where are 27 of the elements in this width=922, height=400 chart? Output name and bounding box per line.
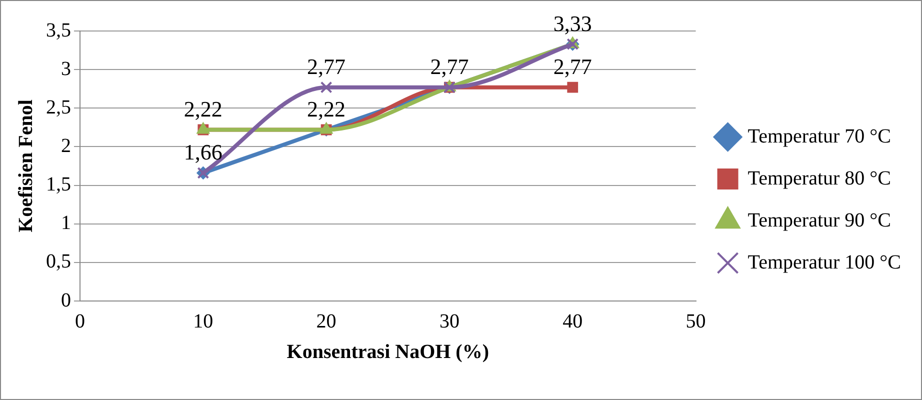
data-label: 2,22 bbox=[307, 96, 346, 122]
x-tick-label: 30 bbox=[439, 310, 460, 332]
legend-label: Temperatur 70 °C bbox=[748, 125, 892, 148]
y-axis-title: Koefisien Fenol bbox=[15, 99, 38, 232]
data-label: 2,77 bbox=[430, 54, 469, 80]
data-label: 2,77 bbox=[307, 54, 346, 80]
y-tick-label: 1,5 bbox=[46, 174, 71, 196]
x-tick-label: 50 bbox=[686, 310, 706, 332]
y-tick-label: 3 bbox=[61, 58, 71, 80]
data-label: 1,66 bbox=[184, 140, 222, 165]
legend-label: Temperatur 100 °C bbox=[748, 251, 902, 274]
x-tick-label: 40 bbox=[562, 310, 583, 332]
x-tick-label: 0 bbox=[75, 310, 85, 332]
y-tick-label: 3,5 bbox=[46, 19, 71, 42]
y-tick-label: 2,5 bbox=[46, 96, 71, 118]
data-label: 2,22 bbox=[184, 96, 222, 122]
y-tick-label: 0,5 bbox=[46, 250, 71, 273]
legend-label: Temperatur 80 °C bbox=[748, 167, 892, 190]
y-tick-label: 1 bbox=[61, 212, 71, 234]
y-tick-label: 2 bbox=[61, 134, 71, 157]
legend-label: Temperatur 90 °C bbox=[748, 209, 892, 232]
data-label: 3,33 bbox=[553, 10, 592, 36]
data-label: 2,77 bbox=[553, 54, 592, 80]
x-tick-label: 10 bbox=[193, 310, 214, 332]
y-tick-label: 0 bbox=[61, 289, 71, 312]
x-tick-label: 20 bbox=[316, 310, 336, 332]
x-axis-title: Konsentrasi NaOH (%) bbox=[286, 341, 489, 364]
